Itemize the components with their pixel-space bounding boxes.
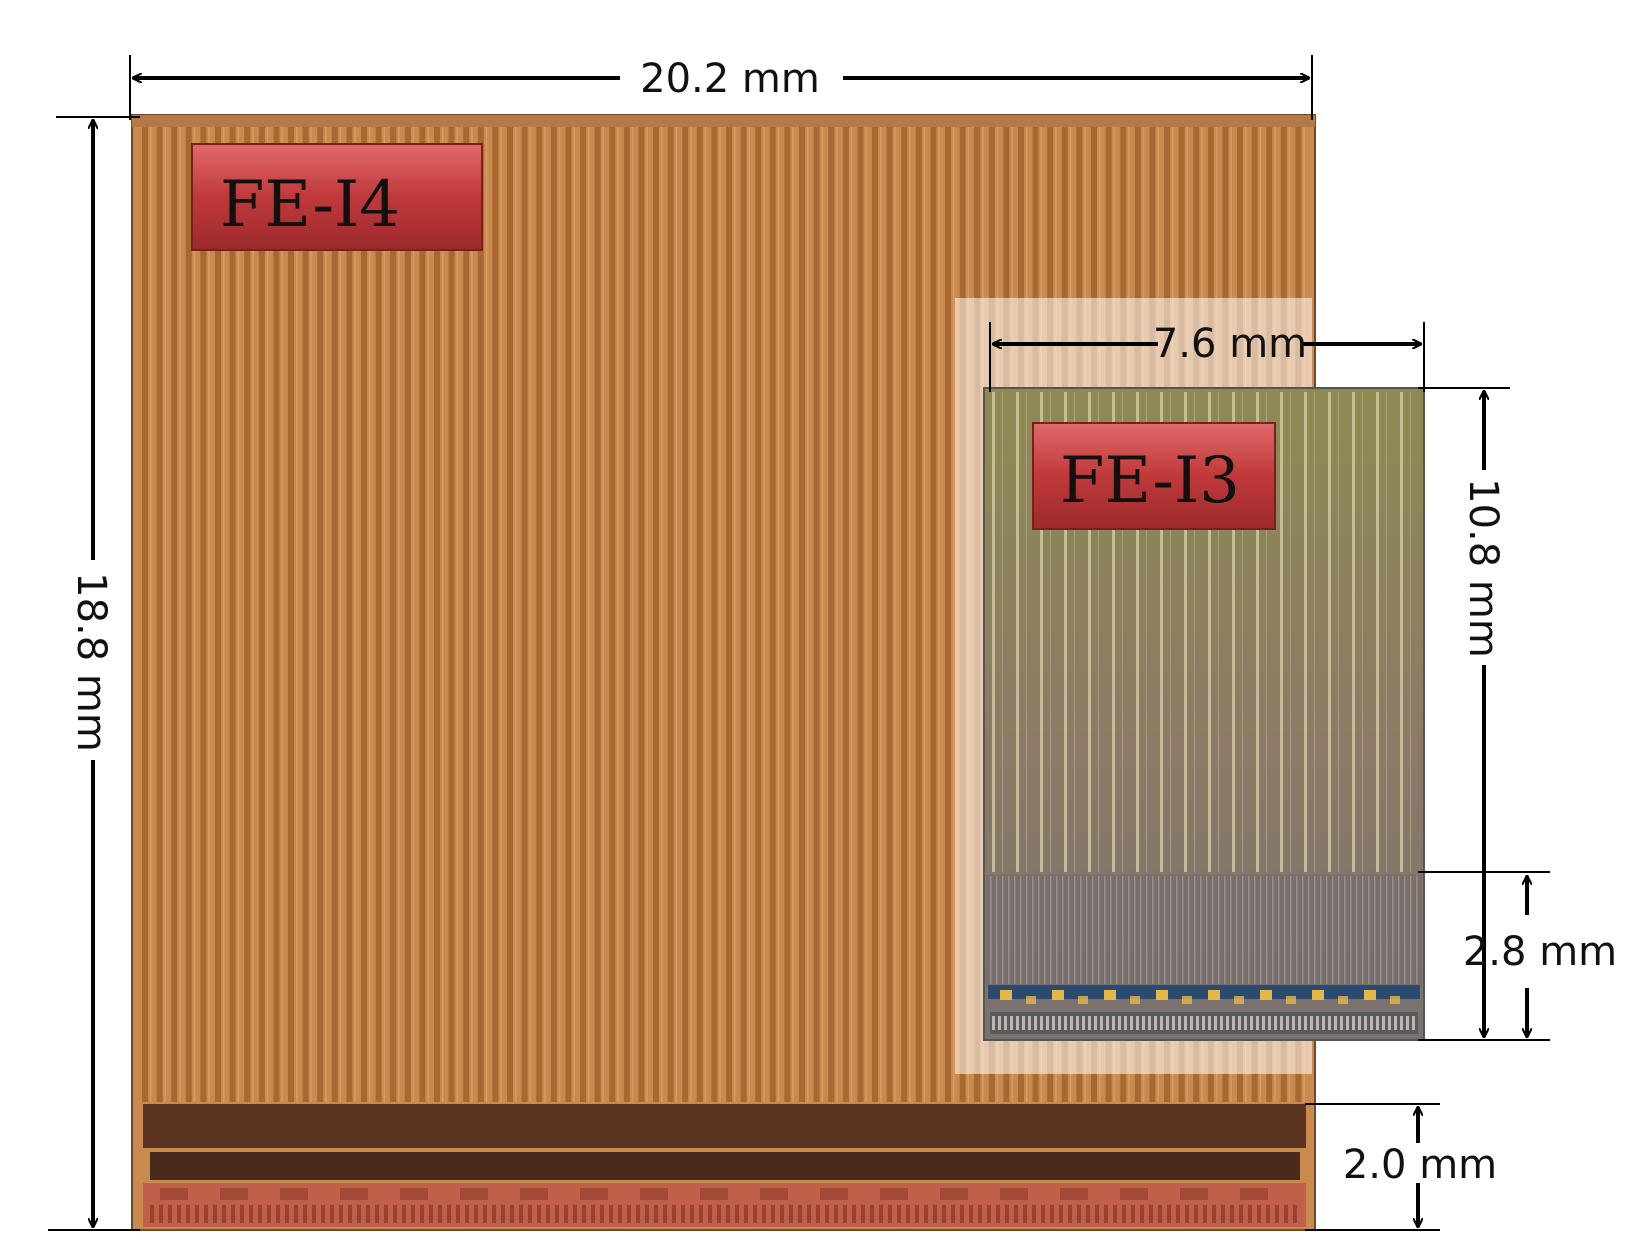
fe-i3-periphery-label: 2.8 mm bbox=[1463, 929, 1617, 975]
fe-i3-label-badge: FE-I3 bbox=[1033, 423, 1275, 529]
fe-i3-label: FE-I3 bbox=[1060, 444, 1240, 518]
fe-i4-periphery-label: 2.0 mm bbox=[1343, 1142, 1497, 1188]
fe-i4-label: FE-I4 bbox=[220, 168, 400, 242]
fe-i3-width-label: 7.6 mm bbox=[1153, 321, 1307, 367]
fe-i4-label-badge: FE-I4 bbox=[192, 144, 482, 250]
fe-i3-height-label: 10.8 mm bbox=[1460, 478, 1506, 658]
fe-i4-height-dimension: 18.8 mm bbox=[48, 117, 140, 1230]
fe-i4-width-dimension: 20.2 mm bbox=[130, 55, 1312, 120]
fe-i4-periphery-band-2 bbox=[150, 1152, 1300, 1180]
fe-i4-periphery-band-1 bbox=[143, 1104, 1306, 1148]
fe-i4-periphery-dimension: 2.0 mm bbox=[1305, 1104, 1497, 1230]
fe-i3-periphery-dimension: 2.8 mm bbox=[1418, 872, 1617, 1037]
fe-i4-height-label: 18.8 mm bbox=[68, 572, 114, 752]
fe-i4-width-label: 20.2 mm bbox=[640, 56, 820, 102]
